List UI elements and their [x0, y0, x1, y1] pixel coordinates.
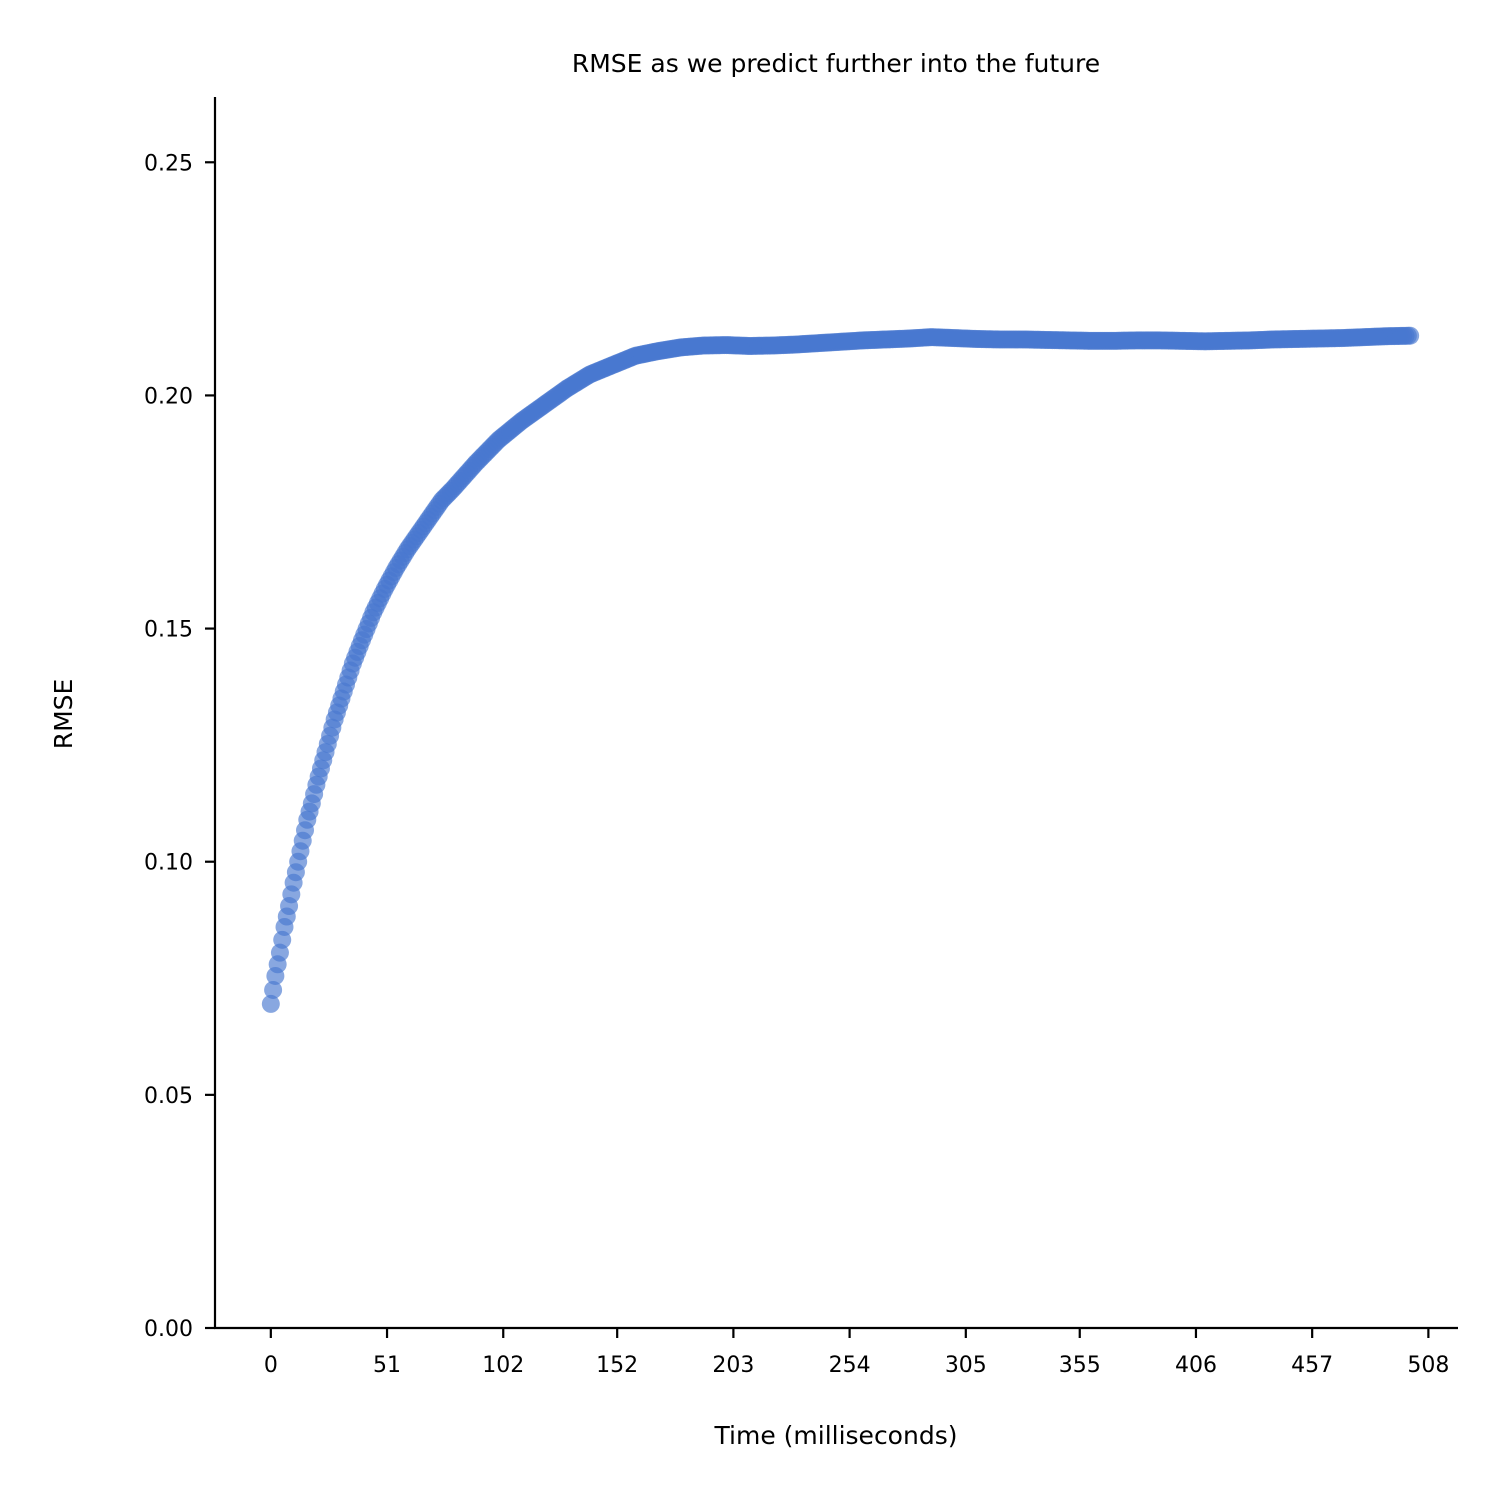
- x-tick-label: 102: [482, 1353, 524, 1378]
- x-tick-label: 51: [373, 1353, 401, 1378]
- x-tick-label: 254: [829, 1353, 871, 1378]
- x-axis-label: Time (milliseconds): [714, 1421, 958, 1450]
- x-ticks-group: 0 51 102 152 203 254 305 355 406 457 508: [264, 1328, 1449, 1378]
- y-tick-label: 0.00: [144, 1317, 193, 1342]
- data-point: [261, 994, 280, 1013]
- y-tick-label: 0.25: [144, 151, 193, 176]
- y-tick-label: 0.15: [144, 618, 193, 643]
- data-point: [264, 980, 283, 999]
- x-tick-label: 0: [264, 1353, 278, 1378]
- y-tick-label: 0.05: [144, 1084, 193, 1109]
- x-tick-label: 152: [596, 1353, 638, 1378]
- y-tick-label: 0.10: [144, 851, 193, 876]
- x-tick-label: 406: [1175, 1353, 1217, 1378]
- y-ticks-group: 0.00 0.05 0.10 0.15 0.20 0.25: [144, 151, 215, 1342]
- x-tick-label: 457: [1291, 1353, 1333, 1378]
- y-axis-label: RMSE: [49, 679, 78, 750]
- x-tick-label: 203: [712, 1353, 754, 1378]
- data-point: [1401, 326, 1420, 345]
- y-tick-label: 0.20: [144, 384, 193, 409]
- chart-title: RMSE as we predict further into the futu…: [572, 49, 1100, 78]
- points-group: [261, 326, 1420, 1013]
- x-tick-label: 508: [1407, 1353, 1449, 1378]
- x-tick-label: 305: [945, 1353, 987, 1378]
- x-tick-label: 355: [1059, 1353, 1101, 1378]
